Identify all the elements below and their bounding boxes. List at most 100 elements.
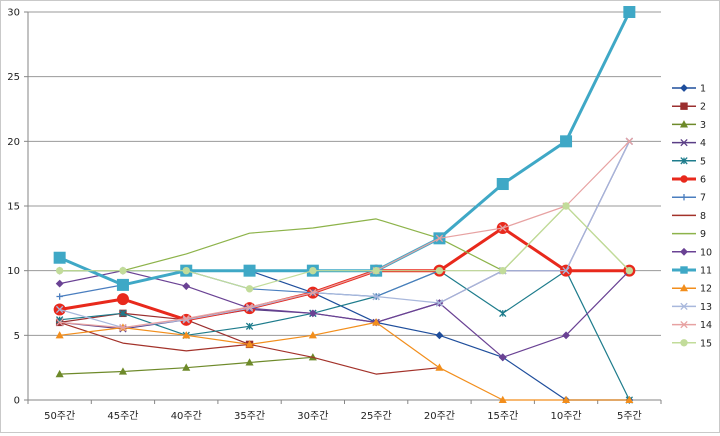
data-point <box>435 363 444 371</box>
legend-marker <box>680 102 688 110</box>
x-tick-label: 25주간 <box>361 410 392 422</box>
data-point <box>560 135 573 148</box>
legend-label: 9 <box>700 229 706 240</box>
x-tick-label: 5주간 <box>617 410 642 422</box>
data-point <box>55 331 64 339</box>
data-point <box>625 266 634 275</box>
legend-marker <box>680 194 688 201</box>
x-tick-label: 35주간 <box>234 410 265 422</box>
legend-label: 10 <box>700 247 712 258</box>
data-point <box>55 279 64 288</box>
legend-item: 7 <box>672 193 706 204</box>
series-11 <box>53 6 636 291</box>
data-point <box>245 285 254 293</box>
series-line <box>59 321 440 375</box>
data-point <box>435 331 444 340</box>
y-axis: 0 5 10 15 20 25 30 <box>7 8 29 407</box>
data-point <box>372 292 380 301</box>
legend-item: 8 <box>672 211 706 222</box>
x-tick-label: 30주간 <box>297 410 328 422</box>
data-point <box>496 178 509 191</box>
data-point <box>245 340 254 348</box>
data-point <box>182 363 191 371</box>
series-8 <box>59 321 440 375</box>
legend-marker <box>680 84 688 92</box>
y-tick-label: 30 <box>7 8 20 19</box>
legend-label: 11 <box>700 266 712 277</box>
data-point <box>498 395 507 404</box>
data-point <box>245 322 254 330</box>
x-tick-label: 20주간 <box>424 410 455 422</box>
series-12 <box>55 318 634 404</box>
series-13 <box>55 137 634 332</box>
data-point <box>182 282 191 291</box>
data-point <box>309 266 317 275</box>
data-point <box>119 266 127 275</box>
data-point <box>116 278 129 291</box>
series-line <box>59 205 630 290</box>
y-tick-label: 10 <box>7 266 20 277</box>
legend-marker <box>679 120 689 128</box>
data-point <box>182 331 191 339</box>
legend-item: 3 <box>672 120 706 131</box>
legend-label: 12 <box>700 284 712 295</box>
x-tick-label: 45주간 <box>107 410 138 422</box>
legend-label: 7 <box>700 193 706 204</box>
x-axis: 50주간 45주간 40주간 35주간 30주간 25주간 20주간 15주간 10주간 5주간 <box>27 400 662 422</box>
legend-marker <box>680 302 688 311</box>
data-point <box>625 395 634 404</box>
data-point <box>182 266 190 275</box>
data-point <box>119 323 127 332</box>
series-line <box>59 140 630 329</box>
series-6 <box>53 221 636 326</box>
data-point <box>245 358 254 366</box>
series-lines <box>53 6 636 404</box>
legend-item: 2 <box>672 102 706 113</box>
legend-marker <box>680 247 688 256</box>
data-point <box>116 293 129 306</box>
data-point <box>562 267 570 275</box>
data-point <box>435 299 444 307</box>
data-point <box>623 6 636 18</box>
x-tick-label: 15주간 <box>487 410 518 422</box>
legend-marker <box>680 320 688 329</box>
legend-marker <box>680 339 688 347</box>
legend-label: 6 <box>700 175 706 186</box>
series-9 <box>59 205 630 272</box>
y-tick-label: 15 <box>7 202 20 213</box>
data-point <box>55 305 64 314</box>
data-point <box>498 353 507 362</box>
legend-marker <box>680 175 688 183</box>
series-line <box>59 270 630 358</box>
series-15 <box>55 202 634 293</box>
data-point <box>308 309 317 318</box>
legend-marker <box>679 283 689 292</box>
data-point <box>182 314 190 323</box>
legend-item: 12 <box>672 284 712 295</box>
series-line <box>59 141 630 329</box>
legend-item: 4 <box>672 138 706 149</box>
data-point <box>499 266 507 275</box>
data-point <box>55 318 64 327</box>
legend-marker <box>680 266 688 274</box>
legend-item: 5 <box>672 156 706 167</box>
data-point <box>55 369 64 378</box>
series-line <box>59 321 630 401</box>
data-point <box>499 224 507 232</box>
data-point <box>119 309 127 318</box>
legend-label: 4 <box>700 138 706 149</box>
y-tick-label: 20 <box>7 137 20 148</box>
legend-label: 3 <box>700 120 706 131</box>
data-point <box>372 266 380 275</box>
data-point <box>372 318 381 326</box>
series-line <box>59 11 631 287</box>
data-point <box>562 331 570 340</box>
data-point <box>562 202 570 210</box>
series-4 <box>55 137 634 333</box>
legend-label: 14 <box>700 320 712 331</box>
legend-label: 1 <box>700 84 706 95</box>
data-point <box>562 395 571 404</box>
legend-item: 13 <box>672 302 712 313</box>
series-line <box>59 226 630 322</box>
series-line <box>59 205 630 272</box>
